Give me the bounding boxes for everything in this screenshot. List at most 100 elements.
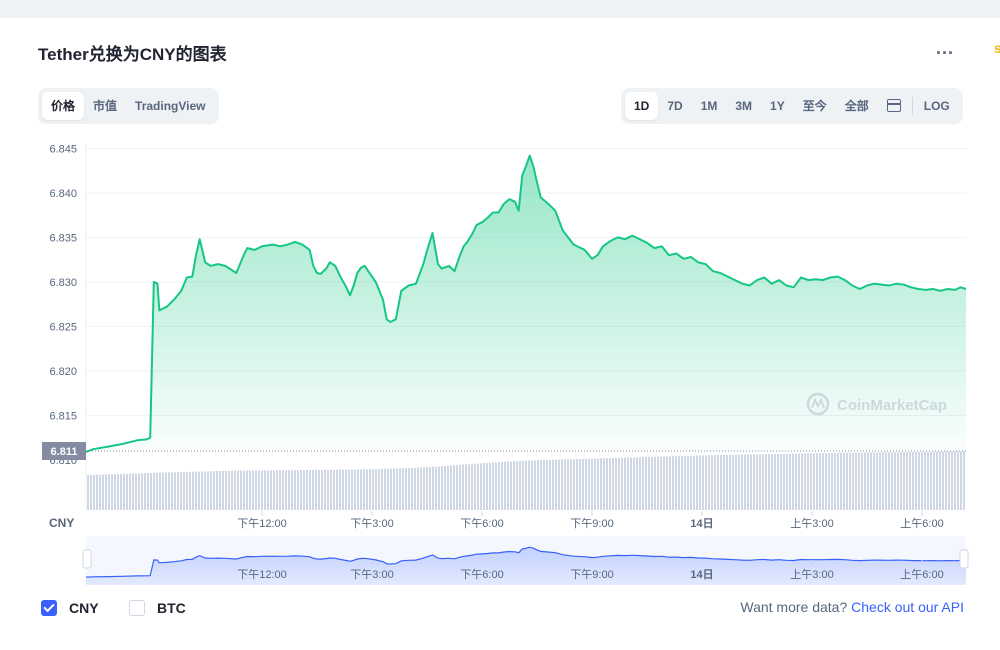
- volume-bar: [264, 470, 266, 510]
- volume-bar: [744, 454, 746, 510]
- volume-bar: [519, 460, 521, 510]
- volume-bar: [756, 454, 758, 510]
- volume-bar: [87, 474, 89, 510]
- volume-bar: [786, 453, 788, 510]
- volume-bar: [411, 467, 413, 510]
- volume-bar: [867, 452, 869, 510]
- range-1y-button[interactable]: 1Y: [770, 99, 785, 113]
- range-7d-button[interactable]: 7D: [667, 99, 683, 113]
- watermark-text: CoinMarketCap: [837, 397, 947, 414]
- volume-bar: [252, 470, 254, 510]
- volume-bar: [639, 457, 641, 510]
- volume-bar: [606, 458, 608, 510]
- volume-bar: [504, 461, 506, 510]
- tab-tradingview[interactable]: TradingView: [135, 99, 206, 113]
- volume-bar: [672, 456, 674, 510]
- volume-bar: [420, 467, 422, 510]
- volume-bar: [327, 469, 329, 510]
- volume-bar: [552, 459, 554, 510]
- legend-btc[interactable]: BTC: [129, 600, 186, 616]
- range-3m-button[interactable]: 3M: [735, 99, 753, 113]
- y-tick-label: 6.845: [49, 143, 77, 155]
- volume-bar: [516, 461, 518, 510]
- volume-bar: [726, 454, 728, 510]
- volume-bar: [351, 469, 353, 510]
- tab-market-cap[interactable]: 市值: [93, 99, 118, 113]
- volume-bar: [231, 470, 233, 510]
- legend-btc-label: BTC: [157, 600, 186, 616]
- volume-bar: [888, 452, 890, 510]
- range-all-button[interactable]: 全部: [844, 99, 869, 113]
- log-scale-button[interactable]: LOG: [923, 99, 950, 113]
- navigator-tick-label: 下午6:00: [460, 568, 503, 581]
- cny-checkbox[interactable]: [41, 600, 57, 616]
- btc-checkbox[interactable]: [129, 600, 145, 616]
- tab-price[interactable]: 价格: [42, 92, 85, 120]
- volume-bar: [240, 470, 242, 510]
- y-tick-label: 6.825: [49, 321, 77, 333]
- volume-bar: [819, 453, 821, 510]
- volume-bar: [864, 452, 866, 510]
- volume-bar: [375, 469, 377, 510]
- volume-bar: [699, 455, 701, 510]
- volume-bar: [600, 458, 602, 510]
- volume-bar: [528, 460, 530, 510]
- volume-bar: [93, 474, 95, 510]
- more-options-icon[interactable]: ...: [936, 38, 955, 58]
- top-band: [0, 0, 1000, 18]
- volume-bar: [921, 451, 923, 510]
- volume-bar: [915, 451, 917, 510]
- volume-bar: [456, 465, 458, 510]
- legend-cny[interactable]: CNY: [41, 600, 99, 616]
- volume-bar: [663, 456, 665, 510]
- volume-bar: [216, 471, 218, 510]
- volume-bar: [768, 454, 770, 510]
- volume-bar: [192, 471, 194, 510]
- volume-bar: [441, 466, 443, 510]
- volume-bar: [543, 460, 545, 510]
- volume-bar: [276, 470, 278, 510]
- volume-bar: [678, 456, 680, 510]
- volume-bar: [930, 451, 932, 510]
- volume-bar: [213, 471, 215, 510]
- volume-bar: [141, 473, 143, 510]
- volume-bar: [780, 453, 782, 510]
- api-link[interactable]: Check out our API: [851, 599, 964, 615]
- price-chart[interactable]: 6.8456.8406.8356.8306.8256.8206.8156.810…: [0, 130, 1000, 595]
- volume-bar: [135, 473, 137, 510]
- volume-bar: [207, 471, 209, 510]
- volume-bar: [492, 462, 494, 510]
- volume-bar: [186, 471, 188, 510]
- volume-bar: [738, 454, 740, 510]
- volume-bar: [963, 451, 965, 510]
- volume-bar: [564, 459, 566, 510]
- range-1m-button[interactable]: 1M: [700, 99, 718, 113]
- volume-bar: [120, 473, 122, 510]
- volume-bar: [258, 470, 260, 510]
- volume-bar: [303, 470, 305, 510]
- volume-bar: [321, 469, 323, 510]
- volume-bar: [138, 473, 140, 510]
- range-1d-button[interactable]: 1D: [625, 92, 659, 120]
- volume-bar: [414, 467, 416, 510]
- chart-type-tabs: 价格 市值 TradingView: [38, 88, 219, 124]
- volume-bar: [363, 469, 365, 510]
- volume-bar: [717, 455, 719, 510]
- volume-bar: [615, 457, 617, 510]
- volume-bar: [255, 470, 257, 510]
- navigator-right-handle[interactable]: [959, 549, 969, 569]
- volume-bar: [603, 458, 605, 510]
- volume-bar: [531, 460, 533, 510]
- volume-bar: [666, 456, 668, 510]
- volume-bar: [372, 469, 374, 510]
- volume-bar: [735, 454, 737, 510]
- calendar-button[interactable]: [878, 92, 910, 120]
- volume-bar: [597, 458, 599, 510]
- navigator-left-handle[interactable]: [82, 549, 92, 569]
- volume-bar: [348, 469, 350, 510]
- volume-bar: [549, 459, 551, 510]
- volume-bar: [870, 452, 872, 510]
- range-ytd-button[interactable]: 至今: [802, 99, 827, 113]
- volume-bar: [798, 453, 800, 510]
- volume-bar: [333, 469, 335, 510]
